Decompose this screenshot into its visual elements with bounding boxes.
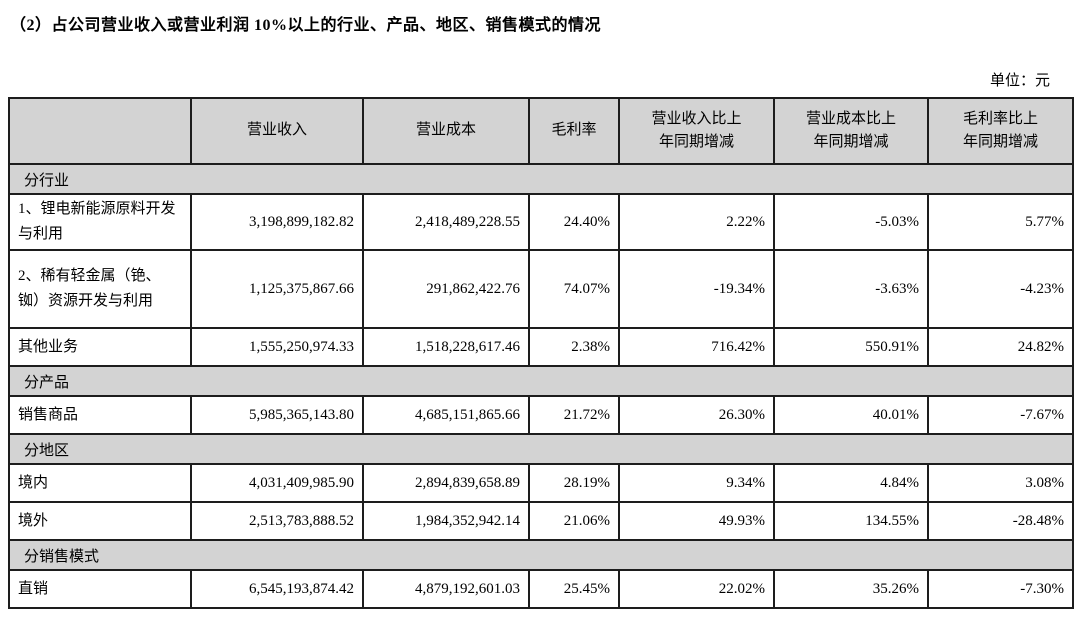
cell-revenue-yoy: 2.22% bbox=[618, 193, 775, 251]
section-row-by-product: 分产品 bbox=[8, 365, 1074, 397]
cell-margin-yoy: 5.77% bbox=[927, 193, 1074, 251]
col-header-cost-yoy: 营业成本比上 年同期增减 bbox=[773, 97, 929, 165]
table-row-other-business: 其他业务 1,555,250,974.33 1,518,228,617.46 2… bbox=[8, 327, 1074, 367]
row-label: 境内 bbox=[8, 463, 192, 503]
section-row-by-sales-model: 分销售模式 bbox=[8, 539, 1074, 571]
table-row-direct-sales: 直销 6,545,193,874.42 4,879,192,601.03 25.… bbox=[8, 569, 1074, 609]
cell-revenue: 2,513,783,888.52 bbox=[190, 501, 364, 541]
cell-cost: 1,518,228,617.46 bbox=[362, 327, 530, 367]
section-label: 分产品 bbox=[8, 365, 1074, 397]
financial-breakdown-table: 营业收入 营业成本 毛利率 营业收入比上 年同期增减 营业成本比上 年同期增减 … bbox=[8, 97, 1074, 609]
cell-gross-margin: 28.19% bbox=[528, 463, 620, 503]
page-title: （2）占公司营业收入或营业利润 10%以上的行业、产品、地区、销售模式的情况 bbox=[10, 17, 602, 34]
cell-cost: 4,879,192,601.03 bbox=[362, 569, 530, 609]
cell-gross-margin: 74.07% bbox=[528, 249, 620, 329]
col-header-margin-yoy: 毛利率比上 年同期增减 bbox=[927, 97, 1074, 165]
table-row-overseas: 境外 2,513,783,888.52 1,984,352,942.14 21.… bbox=[8, 501, 1074, 541]
cell-cost: 1,984,352,942.14 bbox=[362, 501, 530, 541]
unit-label: 单位：元 bbox=[989, 73, 1050, 89]
cell-revenue: 1,555,250,974.33 bbox=[190, 327, 364, 367]
col-header-revenue: 营业收入 bbox=[190, 97, 364, 165]
cell-revenue: 1,125,375,867.66 bbox=[190, 249, 364, 329]
cell-cost: 2,894,839,658.89 bbox=[362, 463, 530, 503]
cell-margin-yoy: 3.08% bbox=[927, 463, 1074, 503]
table-row-domestic: 境内 4,031,409,985.90 2,894,839,658.89 28.… bbox=[8, 463, 1074, 503]
section-label: 分地区 bbox=[8, 433, 1074, 465]
table-row-lithium: 1、锂电新能源原料开发与利用 3,198,899,182.82 2,418,48… bbox=[8, 193, 1074, 251]
cell-cost: 291,862,422.76 bbox=[362, 249, 530, 329]
cell-cost-yoy: 4.84% bbox=[773, 463, 929, 503]
cell-revenue: 5,985,365,143.80 bbox=[190, 395, 364, 435]
row-label: 1、锂电新能源原料开发与利用 bbox=[8, 193, 192, 251]
cell-cost-yoy: -3.63% bbox=[773, 249, 929, 329]
row-label: 2、稀有轻金属（铯、铷）资源开发与利用 bbox=[8, 249, 192, 329]
col-header-empty bbox=[8, 97, 192, 165]
cell-cost: 4,685,151,865.66 bbox=[362, 395, 530, 435]
cell-revenue-yoy: 716.42% bbox=[618, 327, 775, 367]
cell-cost-yoy: 550.91% bbox=[773, 327, 929, 367]
col-header-gross-margin: 毛利率 bbox=[528, 97, 620, 165]
cell-gross-margin: 21.72% bbox=[528, 395, 620, 435]
cell-revenue-yoy: 49.93% bbox=[618, 501, 775, 541]
table-row-rare-metals: 2、稀有轻金属（铯、铷）资源开发与利用 1,125,375,867.66 291… bbox=[8, 249, 1074, 329]
cell-margin-yoy: -4.23% bbox=[927, 249, 1074, 329]
cell-margin-yoy: -28.48% bbox=[927, 501, 1074, 541]
cell-revenue: 6,545,193,874.42 bbox=[190, 569, 364, 609]
row-label: 其他业务 bbox=[8, 327, 192, 367]
cell-margin-yoy: 24.82% bbox=[927, 327, 1074, 367]
cell-margin-yoy: -7.67% bbox=[927, 395, 1074, 435]
row-label: 境外 bbox=[8, 501, 192, 541]
table-header-row: 营业收入 营业成本 毛利率 营业收入比上 年同期增减 营业成本比上 年同期增减 … bbox=[8, 97, 1074, 165]
cell-cost-yoy: 35.26% bbox=[773, 569, 929, 609]
row-label: 直销 bbox=[8, 569, 192, 609]
cell-gross-margin: 21.06% bbox=[528, 501, 620, 541]
cell-cost-yoy: 134.55% bbox=[773, 501, 929, 541]
cell-cost-yoy: 40.01% bbox=[773, 395, 929, 435]
cell-cost: 2,418,489,228.55 bbox=[362, 193, 530, 251]
row-label: 销售商品 bbox=[8, 395, 192, 435]
col-header-cost: 营业成本 bbox=[362, 97, 530, 165]
cell-revenue-yoy: -19.34% bbox=[618, 249, 775, 329]
section-row-by-region: 分地区 bbox=[8, 433, 1074, 465]
cell-revenue: 3,198,899,182.82 bbox=[190, 193, 364, 251]
cell-gross-margin: 2.38% bbox=[528, 327, 620, 367]
cell-revenue-yoy: 22.02% bbox=[618, 569, 775, 609]
cell-cost-yoy: -5.03% bbox=[773, 193, 929, 251]
section-label: 分行业 bbox=[8, 163, 1074, 195]
table-row-goods-sold: 销售商品 5,985,365,143.80 4,685,151,865.66 2… bbox=[8, 395, 1074, 435]
section-row-by-industry: 分行业 bbox=[8, 163, 1074, 195]
cell-revenue: 4,031,409,985.90 bbox=[190, 463, 364, 503]
cell-gross-margin: 25.45% bbox=[528, 569, 620, 609]
col-header-revenue-yoy: 营业收入比上 年同期增减 bbox=[618, 97, 775, 165]
cell-revenue-yoy: 9.34% bbox=[618, 463, 775, 503]
cell-revenue-yoy: 26.30% bbox=[618, 395, 775, 435]
cell-margin-yoy: -7.30% bbox=[927, 569, 1074, 609]
cell-gross-margin: 24.40% bbox=[528, 193, 620, 251]
section-label: 分销售模式 bbox=[8, 539, 1074, 571]
